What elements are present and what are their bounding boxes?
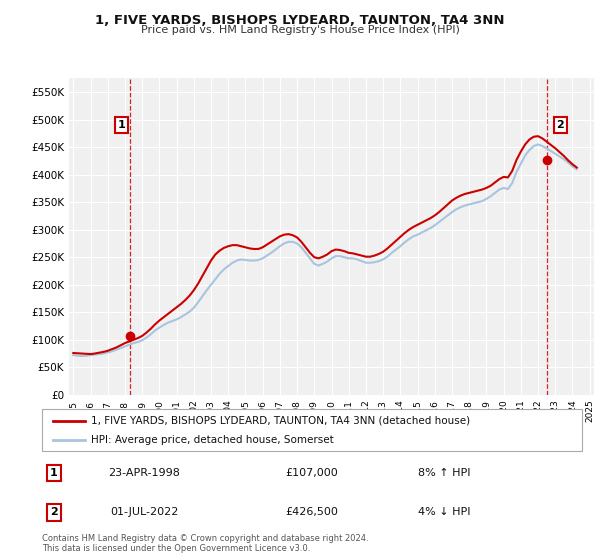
Text: 1, FIVE YARDS, BISHOPS LYDEARD, TAUNTON, TA4 3NN: 1, FIVE YARDS, BISHOPS LYDEARD, TAUNTON,… bbox=[95, 14, 505, 27]
Text: £107,000: £107,000 bbox=[286, 468, 338, 478]
Text: £426,500: £426,500 bbox=[286, 507, 338, 517]
Text: 2: 2 bbox=[557, 120, 565, 130]
Text: 01-JUL-2022: 01-JUL-2022 bbox=[110, 507, 178, 517]
FancyBboxPatch shape bbox=[42, 409, 582, 451]
Text: HPI: Average price, detached house, Somerset: HPI: Average price, detached house, Some… bbox=[91, 435, 334, 445]
Text: 1: 1 bbox=[118, 120, 125, 130]
Text: 1, FIVE YARDS, BISHOPS LYDEARD, TAUNTON, TA4 3NN (detached house): 1, FIVE YARDS, BISHOPS LYDEARD, TAUNTON,… bbox=[91, 416, 470, 426]
Text: 8% ↑ HPI: 8% ↑ HPI bbox=[418, 468, 470, 478]
Text: Contains HM Land Registry data © Crown copyright and database right 2024.
This d: Contains HM Land Registry data © Crown c… bbox=[42, 534, 368, 553]
Text: 1: 1 bbox=[50, 468, 58, 478]
Text: 2: 2 bbox=[50, 507, 58, 517]
Text: Price paid vs. HM Land Registry's House Price Index (HPI): Price paid vs. HM Land Registry's House … bbox=[140, 25, 460, 35]
Text: 23-APR-1998: 23-APR-1998 bbox=[108, 468, 180, 478]
Text: 4% ↓ HPI: 4% ↓ HPI bbox=[418, 507, 470, 517]
